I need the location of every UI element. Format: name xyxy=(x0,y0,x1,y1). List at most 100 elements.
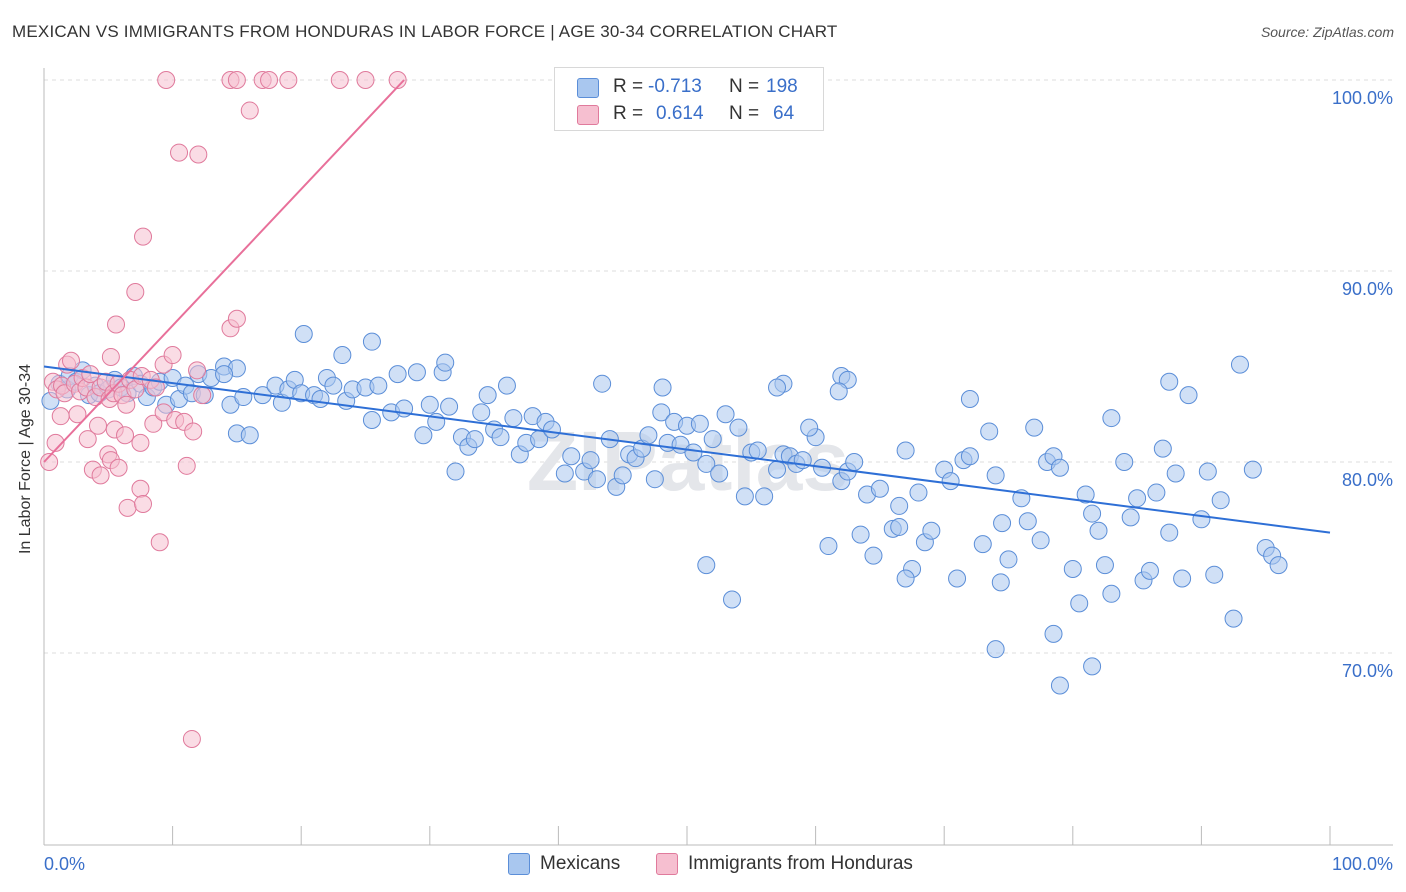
mexican-point xyxy=(723,590,742,609)
mexican-point xyxy=(697,454,716,473)
mexican-point xyxy=(555,464,574,483)
mexican-point xyxy=(1230,355,1249,374)
mexican-point xyxy=(1044,624,1063,643)
mexican-point xyxy=(311,389,330,408)
honduras-point xyxy=(227,309,246,328)
mexican-point xyxy=(1198,462,1217,481)
honduras-point xyxy=(157,71,176,89)
mexican-point xyxy=(497,376,516,395)
honduras-point xyxy=(356,71,375,89)
mexican-point xyxy=(581,451,600,470)
mexican-point xyxy=(593,374,612,393)
mexican-point xyxy=(948,569,967,588)
mexican-point xyxy=(845,453,864,471)
mexican-point xyxy=(491,428,510,447)
honduras-point xyxy=(146,378,165,397)
mexican-point xyxy=(407,363,426,382)
mexican-point xyxy=(639,426,658,445)
legend-row-honduras: R = 0.614 N = 64 xyxy=(555,100,823,128)
mexican-point xyxy=(1070,594,1089,613)
mexican-point xyxy=(420,395,439,414)
honduras-point xyxy=(184,422,203,441)
honduras-point xyxy=(163,346,182,365)
y-tick-label: 70.0% xyxy=(1342,661,1393,681)
mexican-point xyxy=(1179,386,1198,405)
honduras-point xyxy=(193,386,212,405)
chart-title: MEXICAN VS IMMIGRANTS FROM HONDURAS IN L… xyxy=(12,22,838,41)
legend-swatch-mexicans xyxy=(577,78,599,98)
mexican-point xyxy=(960,447,979,466)
mexican-point xyxy=(768,378,787,397)
mexican-point xyxy=(472,403,491,422)
grid-lines xyxy=(44,79,1395,654)
mexican-point xyxy=(645,470,664,489)
mexican-point xyxy=(362,332,381,351)
mexican-point xyxy=(414,426,433,445)
mexican-point xyxy=(1102,409,1121,428)
mexican-point xyxy=(1173,569,1192,588)
honduras-point xyxy=(279,71,298,89)
honduras-point xyxy=(240,101,259,120)
honduras-point xyxy=(116,426,135,445)
honduras-point xyxy=(182,729,201,748)
honduras-point xyxy=(144,414,163,433)
mexican-point xyxy=(1089,521,1108,540)
tick-labels: 70.0% 80.0% 90.0% 100.0% 0.0% 100.0% xyxy=(44,88,1393,874)
mexican-point xyxy=(478,386,497,405)
mexican-point xyxy=(991,573,1010,592)
mexican-point xyxy=(1128,489,1147,508)
honduras-point xyxy=(107,315,126,334)
mexican-point xyxy=(1025,418,1044,437)
trend-line-honduras xyxy=(43,79,405,463)
legend-n-value: 64 xyxy=(773,103,795,124)
mexican-point xyxy=(800,418,819,437)
y-tick-label: 100.0% xyxy=(1332,88,1393,108)
mexican-point xyxy=(973,535,992,554)
mexican-point xyxy=(864,546,883,565)
mexican-point xyxy=(697,556,716,575)
mexican-point xyxy=(890,517,909,536)
honduras-point xyxy=(78,430,97,449)
mexican-point xyxy=(653,378,672,397)
mexican-point xyxy=(999,550,1018,569)
honduras-point xyxy=(170,143,189,162)
mexican-point xyxy=(562,447,581,466)
mexican-point xyxy=(1243,460,1262,479)
correlation-legend: R = -0.713 N = 198 R = 0.614 N = 64 xyxy=(554,67,824,131)
honduras-point xyxy=(260,71,279,89)
mexican-point xyxy=(1140,561,1159,580)
mexican-point xyxy=(465,430,484,449)
honduras-point xyxy=(150,533,169,552)
mexican-point xyxy=(829,382,848,401)
mexican-point xyxy=(986,640,1005,659)
mexican-point xyxy=(1102,584,1121,603)
mexican-point xyxy=(922,521,941,540)
mexican-point xyxy=(1147,483,1166,502)
honduras-point xyxy=(40,453,59,471)
mexican-point xyxy=(440,397,459,416)
legend-n-value: 198 xyxy=(766,76,798,97)
series-mexicans xyxy=(41,325,1288,695)
mexican-point xyxy=(1050,676,1069,695)
mexican-point xyxy=(960,389,979,408)
honduras-point xyxy=(51,407,70,426)
mexican-point xyxy=(542,420,561,439)
honduras-point xyxy=(177,456,196,475)
mexican-point xyxy=(735,487,754,506)
honduras-point xyxy=(89,416,108,435)
y-tick-label: 90.0% xyxy=(1342,279,1393,299)
series-honduras xyxy=(40,71,407,748)
mexican-point xyxy=(941,472,960,491)
mexican-point xyxy=(1031,531,1050,550)
mexican-point xyxy=(613,466,632,485)
mexican-point xyxy=(896,441,915,460)
mexican-point xyxy=(362,410,381,429)
mexican-point xyxy=(1160,372,1179,391)
mexican-point xyxy=(690,414,709,433)
mexican-point xyxy=(768,460,787,479)
mexican-point xyxy=(324,376,343,395)
mexican-point xyxy=(1205,565,1224,584)
honduras-point xyxy=(134,495,153,514)
mexican-point xyxy=(1269,556,1288,575)
